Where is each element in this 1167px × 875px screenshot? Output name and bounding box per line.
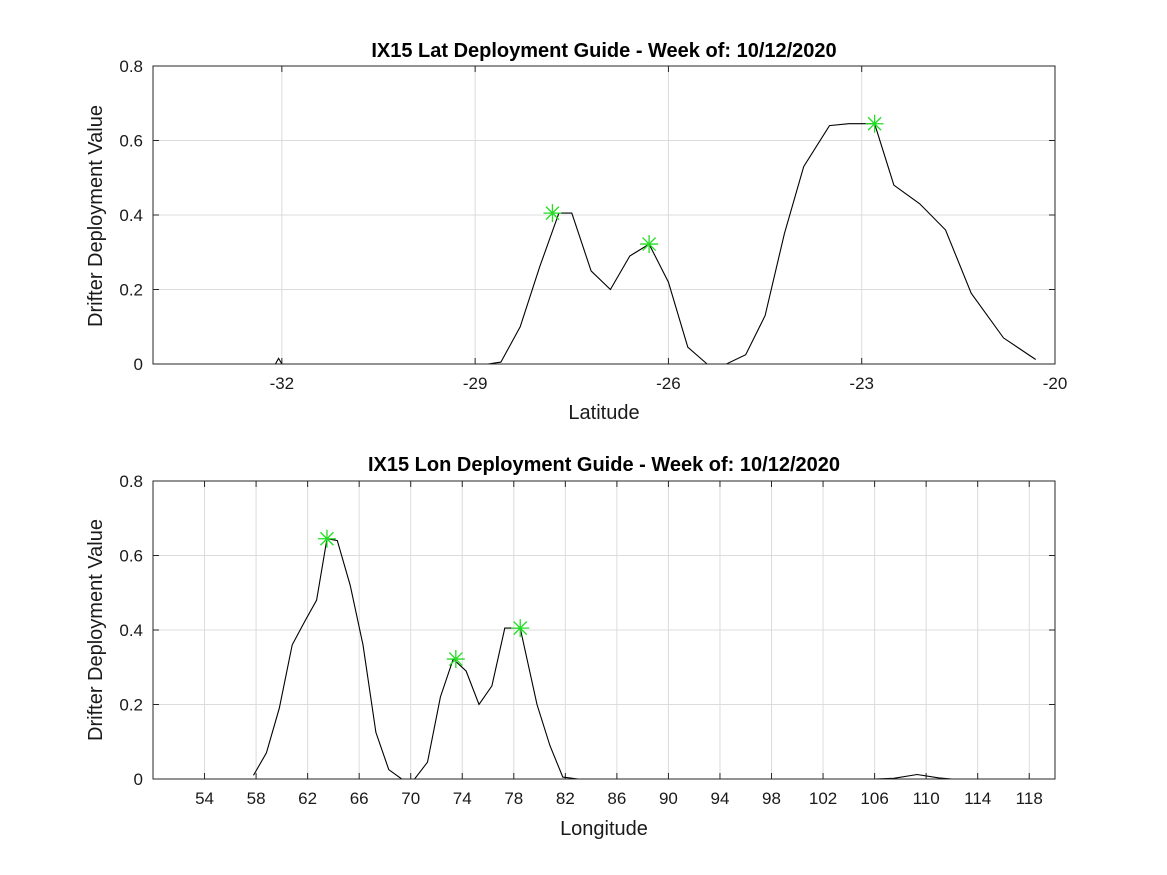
x-tick-label: -26 <box>656 374 681 393</box>
y-tick-label: 0.4 <box>119 206 143 225</box>
plot-frame <box>152 65 1056 365</box>
y-tick-label: 0.6 <box>119 132 143 151</box>
chart-title: IX15 Lon Deployment Guide - Week of: 10/… <box>368 454 840 476</box>
y-axis-label: Drifter Deployment Value <box>85 105 107 327</box>
peak-marker <box>543 204 562 223</box>
y-tick-label: 0.6 <box>119 547 143 566</box>
x-tick-label: 58 <box>247 789 266 808</box>
x-tick-label: 70 <box>401 789 420 808</box>
x-tick-label: 118 <box>1016 789 1043 808</box>
lat-series-line <box>274 123 1037 365</box>
y-tick-label: 0.4 <box>119 621 143 640</box>
peak-marker <box>446 650 465 669</box>
lon-deployment-chart: IX15 Lon Deployment Guide - Week of: 10/… <box>85 454 1056 840</box>
x-tick-label: 62 <box>298 789 317 808</box>
peak-marker <box>865 114 884 133</box>
y-tick-label: 0.2 <box>119 696 143 715</box>
plot-frame <box>152 480 1056 780</box>
y-tick-label: 0.8 <box>119 472 143 491</box>
y-tick-label: 0 <box>134 770 143 789</box>
y-tick-label: 0 <box>134 355 143 374</box>
x-axis-label: Longitude <box>560 818 648 840</box>
x-tick-label: -29 <box>463 374 488 393</box>
x-tick-label: 82 <box>556 789 575 808</box>
x-axis-label: Latitude <box>568 402 639 424</box>
x-tick-label: 66 <box>350 789 369 808</box>
x-tick-label: 90 <box>659 789 678 808</box>
y-tick-label: 0.2 <box>119 281 143 300</box>
lon-series-line <box>253 538 988 780</box>
x-tick-label: 54 <box>195 789 214 808</box>
x-tick-label: 102 <box>809 789 837 808</box>
x-tick-label: -20 <box>1043 374 1068 393</box>
x-tick-label: 78 <box>504 789 523 808</box>
x-tick-label: 114 <box>964 789 991 808</box>
x-tick-label: 110 <box>913 789 940 808</box>
peak-marker <box>317 529 336 548</box>
lat-deployment-chart: IX15 Lat Deployment Guide - Week of: 10/… <box>85 40 1067 424</box>
x-tick-label: -32 <box>270 374 295 393</box>
y-axis-label: Drifter Deployment Value <box>85 519 107 741</box>
peak-marker <box>511 619 530 638</box>
y-tick-label: 0.8 <box>119 57 143 76</box>
x-tick-label: 74 <box>453 789 472 808</box>
peak-marker <box>640 235 659 254</box>
chart-title: IX15 Lat Deployment Guide - Week of: 10/… <box>371 40 836 62</box>
x-tick-label: -23 <box>849 374 874 393</box>
x-tick-label: 106 <box>860 789 888 808</box>
x-tick-label: 98 <box>762 789 781 808</box>
x-tick-label: 86 <box>607 789 626 808</box>
x-tick-label: 94 <box>711 789 730 808</box>
